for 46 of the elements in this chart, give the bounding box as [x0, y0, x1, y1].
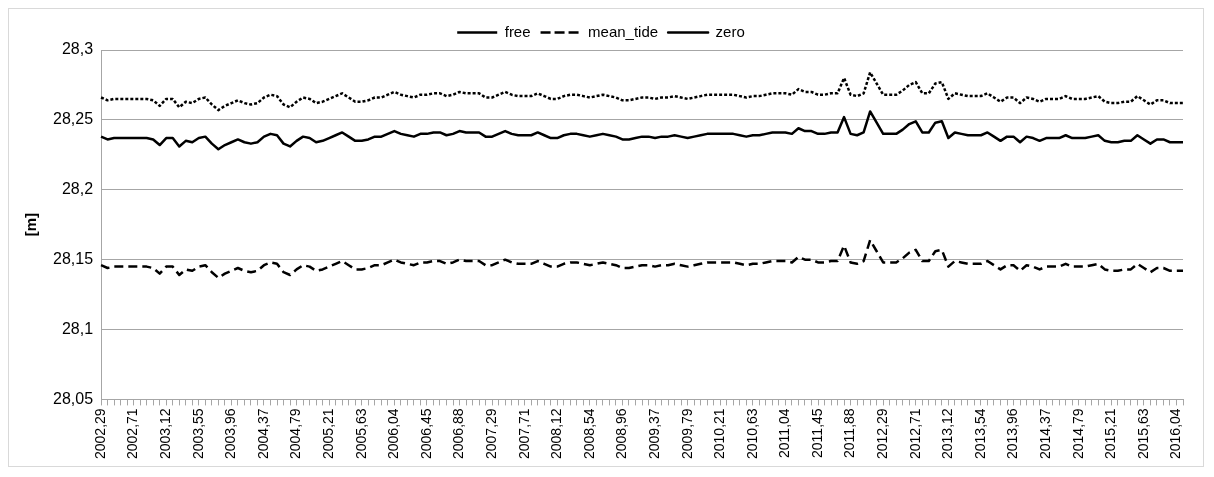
x-tick-label: 2004,37 — [254, 408, 271, 459]
y-tick-label: 28,2 — [61, 180, 94, 198]
line-series — [99, 238, 1185, 280]
x-tick-label: 2007,29 — [482, 408, 499, 459]
x-tick-label: 2011,88 — [841, 408, 858, 458]
x-tick-label: 2007,71 — [515, 408, 532, 459]
legend-label: zero — [715, 22, 745, 40]
x-tick-label: 2005,63 — [352, 408, 369, 459]
x-tick-label: 2003,12 — [157, 408, 174, 459]
x-tick-label: 2014,79 — [1069, 408, 1086, 459]
x-tick-label: 2008,96 — [613, 408, 630, 459]
y-tick-label: 28,15 — [52, 250, 94, 268]
x-tick-label: 2012,71 — [906, 408, 923, 459]
x-tick-label: 2008,54 — [580, 408, 597, 459]
y-tick-label: 28,25 — [52, 110, 94, 128]
x-tick-label: 2006,45 — [417, 408, 434, 459]
x-tick-label: 2002,29 — [91, 408, 108, 459]
x-tick-label: 2010,63 — [743, 408, 760, 459]
y-tick-label: 28,1 — [61, 319, 94, 337]
legend-label: free — [504, 22, 531, 40]
y-tick-label: 28,05 — [52, 389, 94, 407]
y-tick-label: 28,3 — [61, 40, 94, 58]
x-tick-label: 2015,63 — [1134, 408, 1151, 459]
x-tick-label: 2011,04 — [776, 408, 793, 458]
x-tick-label: 2012,29 — [874, 408, 891, 459]
line-series — [99, 71, 1185, 112]
x-tick-label: 2003,55 — [189, 408, 206, 459]
x-tick-label: 2010,21 — [711, 408, 728, 459]
x-tick-label: 2002,71 — [124, 408, 141, 459]
x-tick-label: 2011,45 — [808, 408, 825, 458]
y-axis-title: [m] — [22, 213, 40, 237]
x-tick-label: 2013,54 — [971, 408, 988, 459]
x-tick-label: 2014,37 — [1036, 408, 1053, 459]
legend-label: mean_tide — [588, 22, 659, 40]
x-tick-label: 2013,12 — [939, 408, 956, 459]
x-tick-label: 2003,96 — [222, 408, 239, 459]
x-tick-label: 2004,79 — [287, 408, 304, 459]
x-tick-label: 2009,79 — [678, 408, 695, 459]
x-tick-label: 2015,21 — [1102, 408, 1119, 459]
x-tick-label: 2016,04 — [1167, 408, 1184, 459]
x-tick-label: 2006,04 — [385, 408, 402, 459]
x-tick-label: 2009,37 — [645, 408, 662, 459]
x-tick-label: 2006,88 — [450, 408, 467, 459]
x-tick-label: 2008,12 — [548, 408, 565, 459]
x-tick-label: 2013,96 — [1004, 408, 1021, 459]
x-tick-label: 2005,21 — [320, 408, 337, 459]
